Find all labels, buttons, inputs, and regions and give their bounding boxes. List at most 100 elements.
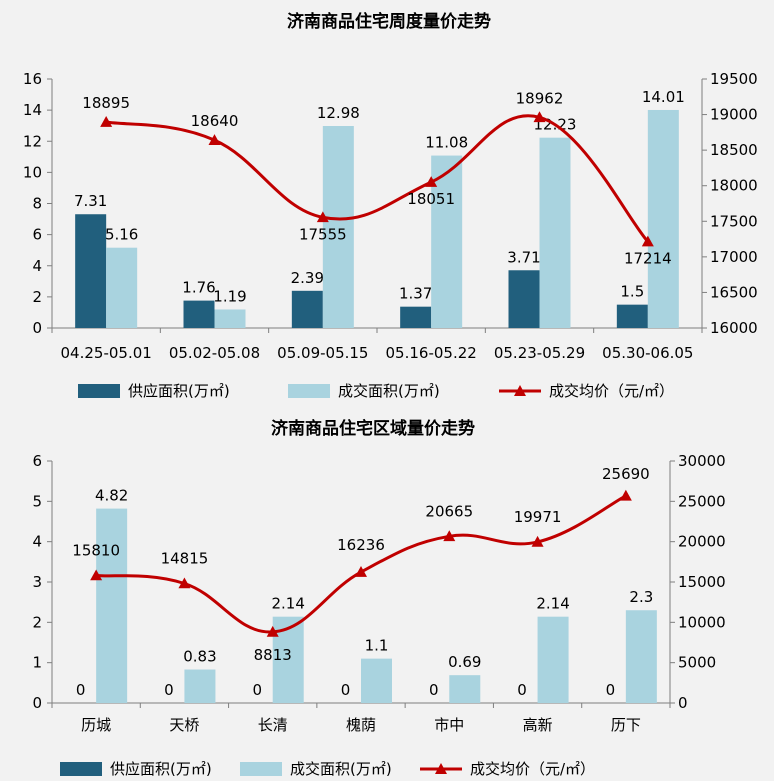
chart-2-bar-label: 0 bbox=[252, 681, 262, 699]
chart-2-legend-label: 供应面积(万㎡) bbox=[110, 760, 212, 778]
chart-2-category-label: 长清 bbox=[258, 716, 288, 734]
chart-2-right-tick-label: 15000 bbox=[678, 573, 726, 591]
chart-2-bar-label: 1.1 bbox=[365, 637, 389, 655]
chart-2-price-marker bbox=[443, 530, 456, 542]
chart-2-left-tick-label: 5 bbox=[32, 492, 42, 510]
chart-2-price-label: 8813 bbox=[254, 646, 292, 664]
chart-1-bar-label: 1.37 bbox=[399, 285, 432, 303]
chart-1-price-marker bbox=[641, 235, 654, 247]
chart-2-bar-label: 0 bbox=[164, 681, 174, 699]
chart-1-price-marker bbox=[533, 111, 546, 123]
chart-2-bar-label: 0 bbox=[606, 681, 616, 699]
chart-1-category-label: 04.25-05.01 bbox=[61, 344, 152, 362]
chart-2-bar-deal bbox=[184, 669, 216, 703]
chart-1-right-tick-label: 19500 bbox=[710, 70, 758, 88]
chart-2-category-label: 高新 bbox=[523, 716, 553, 734]
chart-2-price-marker bbox=[355, 566, 367, 577]
chart-2-price-label: 19971 bbox=[514, 508, 562, 526]
chart-1-price-label: 17214 bbox=[624, 250, 672, 268]
chart-2-legend-swatch bbox=[60, 762, 102, 776]
chart-2-price-label: 25690 bbox=[602, 465, 650, 483]
chart-1-category-label: 05.02-05.08 bbox=[169, 344, 260, 362]
chart-2-legend-label: 成交面积(万㎡) bbox=[290, 760, 392, 778]
chart-2-category-label: 历下 bbox=[611, 716, 641, 734]
chart-2-right-tick-label: 25000 bbox=[678, 492, 726, 510]
chart-1-left-tick-label: 14 bbox=[23, 101, 42, 119]
chart-1-bar-deal bbox=[214, 309, 246, 328]
chart-1-right-tick-label: 18000 bbox=[710, 177, 758, 195]
chart-2-category-label: 槐荫 bbox=[346, 716, 376, 734]
chart-1-left-tick-label: 12 bbox=[23, 132, 42, 150]
chart-1-right-tick-label: 17000 bbox=[710, 248, 758, 266]
chart-2-price-marker bbox=[531, 535, 544, 547]
chart-2-category-label: 市中 bbox=[434, 716, 464, 734]
chart-1-bar-label: 1.5 bbox=[620, 283, 644, 301]
chart-1-category-label: 05.09-05.15 bbox=[277, 344, 368, 362]
chart-1-bar-supply bbox=[183, 300, 215, 328]
chart-2-bar-label: 2.3 bbox=[629, 588, 653, 606]
chart-1-bar-label: 11.08 bbox=[425, 134, 468, 152]
chart-2-legend-swatch bbox=[240, 762, 282, 776]
chart-2-left-tick-label: 0 bbox=[32, 694, 42, 712]
chart-2-bar-label: 4.82 bbox=[95, 487, 128, 505]
chart-1-price-label: 18962 bbox=[516, 89, 564, 107]
chart-2-left-tick-label: 4 bbox=[32, 533, 42, 551]
chart-2-price-marker bbox=[266, 625, 279, 637]
chart-2-bar-label: 0 bbox=[429, 681, 439, 699]
chart-1-legend-label: 成交面积(万㎡) bbox=[338, 382, 440, 400]
chart-1-bar-label: 12.98 bbox=[317, 104, 360, 122]
chart-2-price-label: 14815 bbox=[161, 549, 209, 567]
chart-2-title: 济南商品住宅区域量价走势 bbox=[271, 418, 475, 439]
chart-1-left-tick-label: 8 bbox=[32, 195, 42, 213]
chart-2-bar-deal bbox=[537, 616, 569, 703]
chart-1-category-label: 05.30-06.05 bbox=[602, 344, 693, 362]
chart-1-category-label: 05.23-05.29 bbox=[494, 344, 585, 362]
chart-1-price-marker bbox=[316, 211, 329, 223]
chart-1-category-label: 05.16-05.22 bbox=[386, 344, 477, 362]
chart-2-left-tick-label: 6 bbox=[32, 452, 42, 470]
chart-2-price-label: 16236 bbox=[337, 536, 385, 554]
chart-1-legend-swatch bbox=[78, 384, 120, 398]
chart-2-right-tick-label: 20000 bbox=[678, 533, 726, 551]
chart-1-bar-deal bbox=[322, 125, 354, 328]
chart-1-right-tick-label: 18500 bbox=[710, 141, 758, 159]
chart-1-legend-label: 成交均价（元/㎡） bbox=[549, 382, 674, 400]
chart-2-bar-label: 0 bbox=[76, 681, 86, 699]
chart-2-category-label: 历城 bbox=[81, 716, 111, 734]
chart-1-bar-label: 1.19 bbox=[213, 287, 246, 305]
chart-2-bar-label: 2.14 bbox=[272, 595, 305, 613]
chart-1-price-label: 18895 bbox=[82, 94, 130, 112]
chart-1-legend-label: 供应面积(万㎡) bbox=[128, 382, 230, 400]
chart-2-price-marker bbox=[178, 577, 191, 589]
chart-2-bar-deal bbox=[625, 610, 657, 703]
chart-1-price-label: 18640 bbox=[191, 112, 239, 130]
chart-2-bar-label: 0 bbox=[341, 681, 351, 699]
chart-1-right-tick-label: 19000 bbox=[710, 106, 758, 124]
chart-1-bar-supply bbox=[291, 290, 323, 328]
chart-1-title: 济南商品住宅周度量价走势 bbox=[287, 11, 491, 32]
chart-1-legend-marker bbox=[514, 385, 526, 396]
chart-1-left-tick-label: 2 bbox=[32, 288, 42, 306]
chart-2-left-tick-label: 1 bbox=[32, 654, 42, 672]
chart-1-bar-deal bbox=[106, 247, 138, 328]
chart-1-bar-label: 1.76 bbox=[182, 279, 215, 297]
chart-1-bar-deal bbox=[431, 155, 463, 328]
chart-1-bar-label: 14.01 bbox=[642, 88, 685, 106]
chart-1-right-tick-label: 16500 bbox=[710, 283, 758, 301]
chart-1-bar-label: 7.31 bbox=[74, 192, 107, 210]
chart-1-left-tick-label: 10 bbox=[23, 163, 42, 181]
chart-2-price-label: 20665 bbox=[425, 502, 473, 520]
chart-1-bar-label: 3.71 bbox=[507, 248, 540, 266]
chart-2-bar-label: 0 bbox=[517, 681, 527, 699]
chart-1-left-tick-label: 4 bbox=[32, 257, 42, 275]
chart-1-bar-deal bbox=[539, 137, 571, 328]
chart-1-price-marker bbox=[208, 134, 221, 145]
chart-2-bar-label: 0.69 bbox=[448, 653, 481, 671]
chart-2-legend-marker bbox=[435, 763, 447, 774]
chart-1-price-marker bbox=[100, 116, 113, 127]
chart-1-right-tick-label: 17500 bbox=[710, 212, 758, 230]
chart-2-price-marker bbox=[619, 489, 632, 501]
chart-2-category-label: 天桥 bbox=[169, 716, 199, 734]
chart-1-bar-deal bbox=[647, 109, 679, 328]
